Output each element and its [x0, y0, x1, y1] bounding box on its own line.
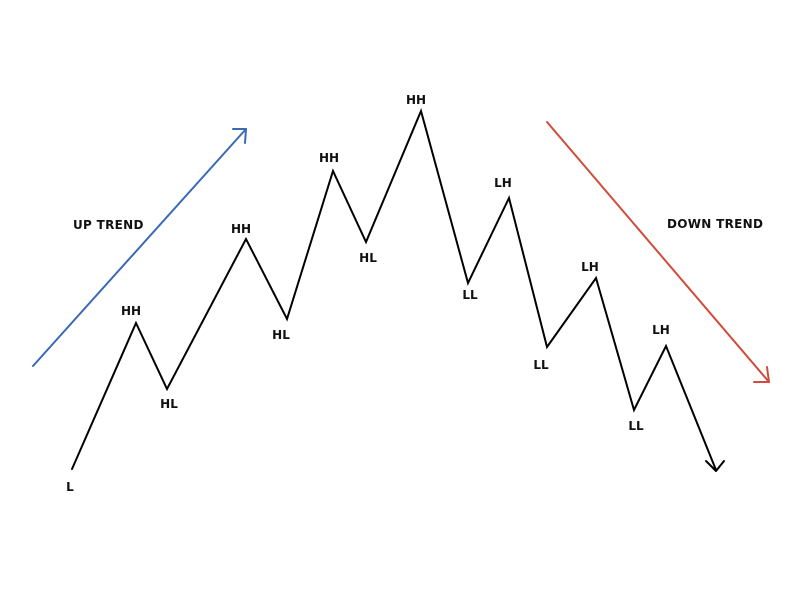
price-zigzag-line [71, 107, 717, 471]
swing-label-lower-low: LL [533, 358, 549, 372]
swing-label-lower-high: LH [652, 323, 670, 337]
swing-label-lower-low: LL [462, 288, 478, 302]
swing-label-higher-high: HH [230, 222, 252, 236]
swing-label-lower-high: LH [581, 260, 599, 274]
down-trend-label: DOWN TREND [667, 217, 764, 231]
price-path [71, 107, 725, 472]
down-trend-arrow-shaft [546, 121, 770, 383]
down-trend-arrow [546, 121, 770, 383]
down-trend-arrow-head [753, 366, 770, 383]
up-trend-arrow [32, 128, 247, 367]
up-trend-arrow-shaft [32, 128, 247, 367]
swing-label-low: L [66, 480, 74, 494]
up-trend-label: UP TREND [73, 218, 144, 232]
swing-label-higher-high: HH [318, 151, 340, 165]
swing-label-lower-high: LH [494, 176, 512, 190]
price-end-arrow-head [705, 460, 725, 472]
swing-label-lower-low: LL [628, 419, 644, 433]
swing-label-higher-high: HH [405, 93, 427, 107]
swing-label-higher-low: HL [359, 251, 377, 265]
swing-label-higher-high: HH [120, 304, 142, 318]
up-trend-arrow-head [232, 128, 247, 144]
swing-label-higher-low: HL [160, 397, 178, 411]
swing-label-higher-low: HL [272, 328, 290, 342]
